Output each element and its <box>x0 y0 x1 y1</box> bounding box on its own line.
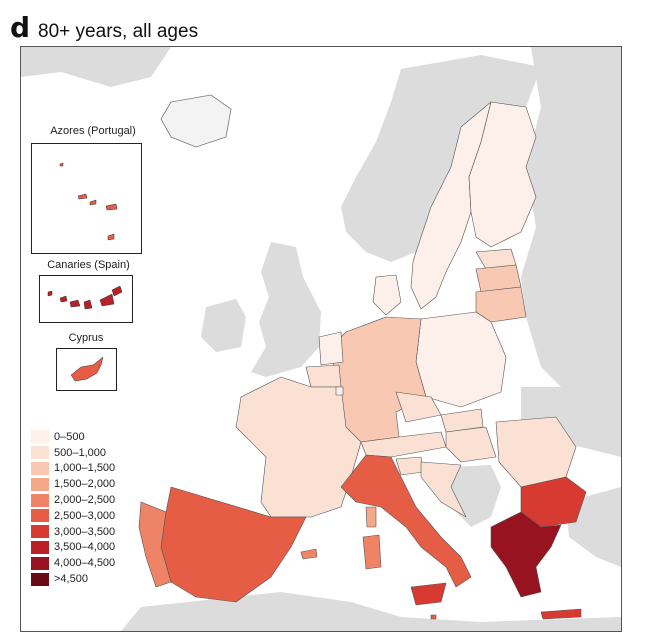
canaries-islands <box>47 285 123 310</box>
north-africa-land <box>121 592 621 631</box>
map-frame: Azores (Portugal) Canaries (Spain) <box>20 46 622 632</box>
legend-swatch <box>31 477 49 491</box>
legend-swatch <box>31 493 49 507</box>
legend-swatch <box>31 509 49 523</box>
hungary-region <box>445 426 497 463</box>
legend-swatch <box>31 525 49 539</box>
legend-label: 2,000–2,500 <box>54 494 116 507</box>
russia-land <box>521 47 621 427</box>
poland-region <box>415 311 507 408</box>
legend-item: 500–1,000 <box>31 445 115 461</box>
belgium-region <box>305 364 342 388</box>
uk-land <box>251 242 321 377</box>
slovenia-region <box>395 456 424 476</box>
legend-item: >4,500 <box>31 571 115 587</box>
legend-item: 2,000–2,500 <box>31 492 115 508</box>
mallorca-region <box>300 548 318 560</box>
ireland-land <box>201 299 246 352</box>
crete-region <box>540 608 582 620</box>
legend-item: 4,000–4,500 <box>31 555 115 571</box>
legend-item: 3,000–3,500 <box>31 524 115 540</box>
legend-swatch <box>31 572 49 586</box>
panel-header: d 80+ years, all ages <box>10 14 198 44</box>
balkans-land <box>451 465 501 527</box>
azores-inset-label: Azores (Portugal) <box>50 125 136 137</box>
legend-label: 4,000–4,500 <box>54 557 116 570</box>
cyprus-inset <box>56 348 117 391</box>
legend-label: 1,000–1,500 <box>54 462 116 475</box>
legend-swatch <box>31 556 49 570</box>
sicily-region <box>410 582 447 606</box>
lithuania-region <box>475 286 527 323</box>
legend-swatch <box>31 430 49 444</box>
iceland-land <box>160 94 232 148</box>
legend-label: 0–500 <box>54 430 85 443</box>
denmark-region <box>372 274 402 316</box>
sardinia-region <box>362 534 382 570</box>
cyprus-island <box>70 356 104 382</box>
legend-swatch <box>31 446 49 460</box>
azores-inset <box>31 143 142 254</box>
malta-region <box>430 614 437 620</box>
luxembourg-region <box>335 386 344 396</box>
france-region <box>235 376 362 518</box>
greece-region <box>490 511 562 598</box>
netherlands-region <box>318 331 344 366</box>
canaries-inset-label: Canaries (Spain) <box>47 259 130 271</box>
legend-item: 2,500–3,000 <box>31 508 115 524</box>
legend-item: 0–500 <box>31 429 115 445</box>
legend-label: 2,500–3,000 <box>54 509 116 522</box>
legend-label: 500–1,000 <box>54 446 106 459</box>
panel-letter: d <box>10 11 31 44</box>
canaries-inset <box>39 275 133 323</box>
croatia-region <box>420 461 467 518</box>
portugal-region <box>138 501 172 588</box>
slovakia-region <box>440 408 484 433</box>
legend-label: >4,500 <box>54 573 88 586</box>
legend-item: 1,000–1,500 <box>31 461 115 477</box>
legend-swatch <box>31 461 49 475</box>
corsica-region <box>365 506 377 528</box>
norway-land <box>341 55 541 262</box>
legend-label: 3,000–3,500 <box>54 525 116 538</box>
italy-region <box>340 454 472 588</box>
legend-item: 3,500–4,000 <box>31 540 115 556</box>
legend-label: 1,500–2,000 <box>54 478 116 491</box>
greenland-land <box>21 47 171 87</box>
azores-islands <box>59 162 118 241</box>
legend-label: 3,500–4,000 <box>54 541 116 554</box>
europe-map <box>21 47 621 631</box>
legend-item: 1,500–2,000 <box>31 476 115 492</box>
legend: 0–500 500–1,000 1,000–1,500 1,500–2,000 2,00… <box>31 429 115 587</box>
cyprus-inset-label: Cyprus <box>68 332 104 344</box>
finland-region <box>468 101 537 248</box>
legend-swatch <box>31 540 49 554</box>
panel-title: 80+ years, all ages <box>38 21 199 42</box>
